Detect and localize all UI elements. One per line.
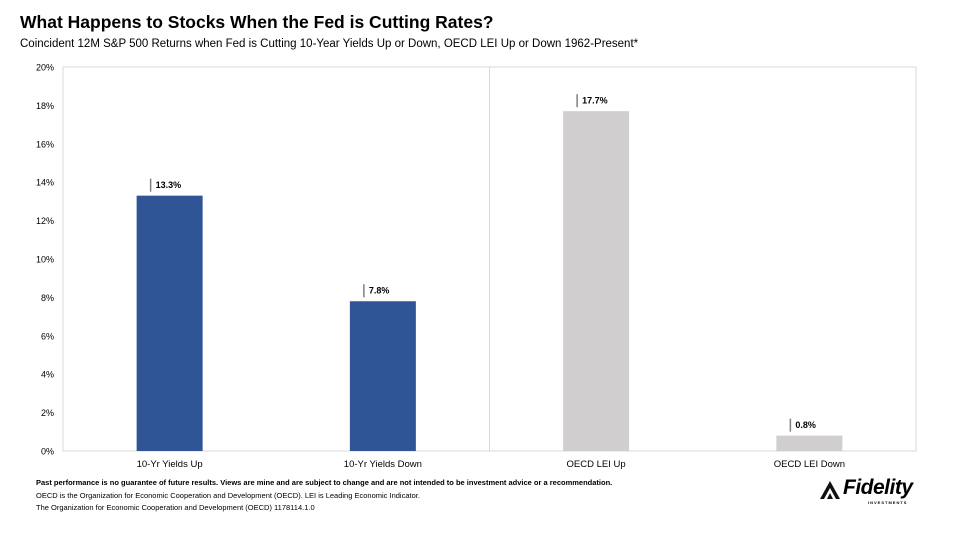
data-label-box <box>150 178 185 192</box>
y-tick-label: 12% <box>36 216 54 226</box>
data-label-box <box>577 94 612 108</box>
chart-title: What Happens to Stocks When the Fed is C… <box>20 12 494 32</box>
disclaimer-text: Past performance is no guarantee of futu… <box>36 478 613 487</box>
y-tick-label: 14% <box>36 178 54 188</box>
y-tick-label: 0% <box>41 447 54 457</box>
x-tick-label: OECD LEI Down <box>774 459 845 470</box>
logo-wordmark: Fidelity <box>843 476 913 499</box>
fidelity-logo: Fidelity INVESTMENTS <box>818 476 930 506</box>
x-tick-label: 10-Yr Yields Up <box>137 459 203 470</box>
bar <box>563 111 630 451</box>
data-label: 7.8% <box>369 286 390 296</box>
chart-subtitle: Coincident 12M S&P 500 Returns when Fed … <box>20 38 639 50</box>
y-tick-label: 6% <box>41 331 54 341</box>
y-tick-label: 20% <box>36 63 54 73</box>
bar <box>136 195 203 451</box>
data-label-box <box>790 418 819 432</box>
y-tick-label: 2% <box>41 408 54 418</box>
data-label-box <box>363 284 392 298</box>
footnote-source: The Organization for Economic Cooperatio… <box>36 503 315 512</box>
data-label: 0.8% <box>795 420 816 430</box>
y-tick-label: 16% <box>36 139 54 149</box>
data-label: 13.3% <box>156 180 182 190</box>
data-label: 17.7% <box>582 96 608 106</box>
logo-tagline: INVESTMENTS <box>868 500 908 505</box>
bar <box>776 435 843 451</box>
fidelity-pyramid-icon <box>820 481 840 499</box>
y-tick-label: 4% <box>41 370 54 380</box>
y-tick-label: 10% <box>36 255 54 265</box>
x-tick-label: OECD LEI Up <box>567 459 626 470</box>
y-tick-label: 18% <box>36 101 54 111</box>
x-tick-label: 10-Yr Yields Down <box>344 459 422 470</box>
bar <box>349 301 416 451</box>
y-tick-label: 8% <box>41 293 54 303</box>
footnote-oecd: OECD is the Organization for Economic Co… <box>36 491 420 500</box>
